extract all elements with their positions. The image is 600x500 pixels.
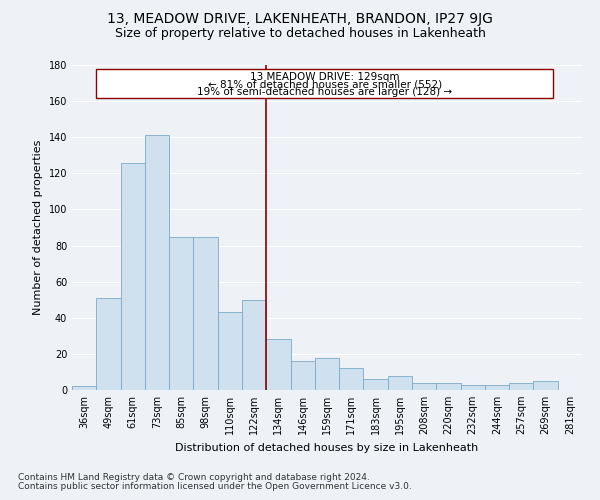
Text: Contains HM Land Registry data © Crown copyright and database right 2024.: Contains HM Land Registry data © Crown c…	[18, 474, 370, 482]
Bar	[290, 361, 315, 390]
Bar	[388, 376, 412, 390]
Text: 13, MEADOW DRIVE, LAKENHEATH, BRANDON, IP27 9JG: 13, MEADOW DRIVE, LAKENHEATH, BRANDON, I…	[107, 12, 493, 26]
Bar	[96, 68, 553, 98]
Bar	[436, 383, 461, 390]
Bar	[242, 300, 266, 390]
Bar	[364, 379, 388, 390]
Bar	[193, 236, 218, 390]
Bar	[412, 383, 436, 390]
Bar	[509, 383, 533, 390]
Bar	[121, 162, 145, 390]
Text: 19% of semi-detached houses are larger (128) →: 19% of semi-detached houses are larger (…	[197, 86, 452, 97]
Text: ← 81% of detached houses are smaller (552): ← 81% of detached houses are smaller (55…	[208, 80, 442, 90]
Bar	[169, 236, 193, 390]
Bar	[218, 312, 242, 390]
Text: 13 MEADOW DRIVE: 129sqm: 13 MEADOW DRIVE: 129sqm	[250, 72, 400, 82]
Bar	[485, 384, 509, 390]
X-axis label: Distribution of detached houses by size in Lakenheath: Distribution of detached houses by size …	[175, 442, 479, 452]
Text: Contains public sector information licensed under the Open Government Licence v3: Contains public sector information licen…	[18, 482, 412, 491]
Bar	[315, 358, 339, 390]
Y-axis label: Number of detached properties: Number of detached properties	[33, 140, 43, 315]
Bar	[533, 381, 558, 390]
Text: Size of property relative to detached houses in Lakenheath: Size of property relative to detached ho…	[115, 28, 485, 40]
Bar	[339, 368, 364, 390]
Bar	[96, 298, 121, 390]
Bar	[461, 384, 485, 390]
Bar	[145, 136, 169, 390]
Bar	[72, 386, 96, 390]
Bar	[266, 340, 290, 390]
